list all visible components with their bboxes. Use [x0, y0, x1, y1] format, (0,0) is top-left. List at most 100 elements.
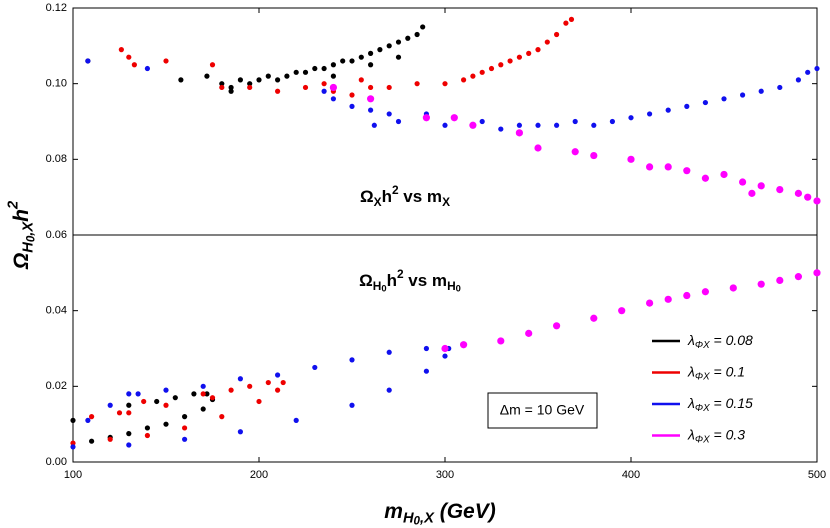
text-part: = 0.15 [710, 395, 753, 411]
point [729, 284, 737, 292]
point [367, 95, 375, 103]
point [535, 47, 541, 53]
point [395, 118, 402, 125]
text-part: ΦX [695, 371, 710, 382]
point [461, 77, 467, 83]
text-part: = 0.1 [710, 363, 745, 379]
point [200, 383, 206, 389]
point [646, 299, 654, 307]
point [414, 31, 420, 38]
text-part: ΦX [695, 403, 710, 414]
point [420, 24, 426, 30]
point [460, 341, 468, 349]
y-tick-label: 0.06 [46, 229, 67, 241]
point [423, 368, 429, 374]
point [204, 391, 210, 397]
point [163, 402, 169, 408]
point [479, 69, 485, 75]
text-part: Ω [359, 271, 373, 290]
point [414, 81, 420, 87]
point [368, 50, 374, 57]
y-tick-label: 0.04 [46, 305, 67, 317]
text-part: λ [687, 426, 695, 442]
point [554, 122, 560, 128]
y-tick-label: 0.12 [46, 2, 67, 14]
point [442, 81, 448, 87]
point [330, 73, 336, 79]
point [302, 84, 309, 91]
point [590, 314, 598, 322]
point [182, 425, 188, 431]
point [89, 438, 95, 444]
point [368, 62, 374, 68]
text-part: λ [687, 363, 695, 379]
point [358, 54, 364, 60]
point [702, 99, 709, 106]
point [116, 410, 123, 416]
x-axis-label: mH0,X (GeV) [384, 500, 495, 528]
text-part: H [20, 242, 36, 253]
point [684, 103, 690, 109]
point [126, 54, 132, 60]
point [293, 69, 299, 75]
point [126, 410, 132, 416]
point [450, 114, 458, 122]
text-part: vs m [404, 271, 447, 290]
text-part: 0 [381, 283, 386, 294]
point [163, 387, 169, 393]
text-part: Ω [360, 187, 374, 206]
point [237, 376, 243, 382]
point [191, 391, 197, 397]
text-part: = 0.3 [710, 426, 746, 442]
text-part: 0 [456, 283, 461, 294]
point [813, 197, 821, 205]
point [144, 432, 150, 439]
point [739, 178, 747, 186]
y-axis-label: ΩH0,Xh2 [5, 200, 37, 270]
x-tick-label: 500 [808, 469, 826, 481]
text-part: 0 [414, 515, 421, 528]
point [526, 50, 532, 57]
point [107, 402, 113, 408]
point [275, 77, 281, 83]
point [544, 39, 550, 45]
point [154, 398, 160, 405]
point [330, 62, 336, 68]
point [349, 58, 355, 64]
point [209, 62, 216, 68]
point [329, 83, 337, 92]
point [349, 402, 355, 408]
text-part: X [374, 195, 382, 209]
point [647, 111, 653, 117]
point [172, 395, 178, 401]
point [441, 344, 449, 353]
point [349, 103, 355, 109]
point [228, 88, 234, 94]
point [386, 387, 392, 393]
point [470, 73, 476, 79]
text-part: 2 [397, 267, 404, 281]
point [219, 414, 225, 420]
point [553, 322, 561, 330]
text-part: (GeV) [434, 500, 496, 523]
point [228, 84, 234, 91]
point [219, 84, 225, 91]
text-part: h [10, 209, 33, 222]
point [144, 65, 150, 72]
point [498, 126, 504, 132]
point [572, 118, 578, 125]
point [386, 43, 392, 49]
point [423, 345, 429, 352]
text-part: 2 [5, 200, 21, 210]
point [182, 414, 188, 420]
point [178, 77, 184, 83]
point [646, 163, 654, 171]
point [534, 144, 542, 152]
point [330, 96, 336, 102]
y-tick-label: 0.08 [46, 153, 67, 165]
text-part: H [403, 510, 414, 526]
point [758, 88, 764, 94]
point [405, 35, 411, 41]
y-tick-label: 0.10 [46, 78, 67, 90]
